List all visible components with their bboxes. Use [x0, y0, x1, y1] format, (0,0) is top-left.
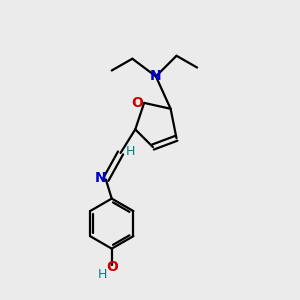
- Text: H: H: [126, 145, 136, 158]
- Text: N: N: [95, 171, 106, 185]
- Text: O: O: [132, 96, 144, 110]
- Text: N: N: [150, 69, 162, 83]
- Text: H: H: [98, 268, 107, 281]
- Text: O: O: [106, 260, 118, 274]
